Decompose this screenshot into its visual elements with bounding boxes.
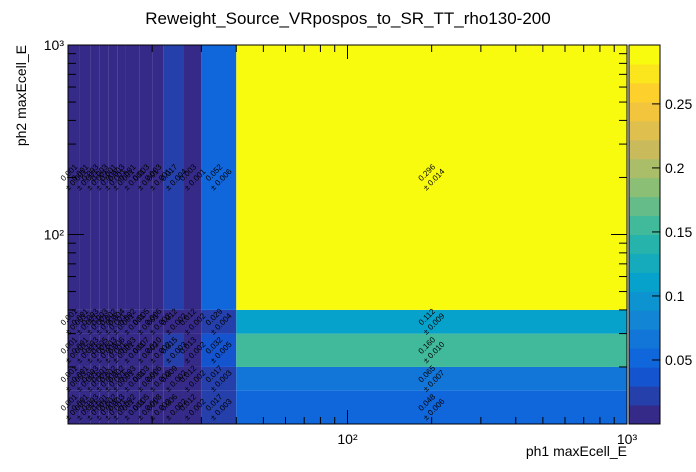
heatmap-cell <box>90 333 100 367</box>
heatmap-cell <box>163 309 184 334</box>
heatmap-cell <box>152 390 164 424</box>
axes: 10² 10³ 10² 10³ 0.05 0.1 0.15 0.2 0.25 <box>44 37 693 447</box>
heatmap-cell <box>183 366 202 391</box>
heatmap-cell <box>236 366 628 391</box>
heatmap-cell <box>90 309 100 334</box>
colorbar-frame <box>628 44 661 425</box>
x-axis-label: ph1 maxEcell_E <box>526 443 627 459</box>
heatmap-cell <box>139 309 153 334</box>
colorbar-level <box>629 234 660 254</box>
heatmap-cell <box>163 366 184 391</box>
heatmap-cell <box>163 390 184 424</box>
heatmap-cell <box>117 390 126 424</box>
x-tick-label: 10³ <box>617 431 638 447</box>
heatmap-cell <box>125 390 140 424</box>
heatmap-cell <box>139 390 153 424</box>
colorbar-level <box>629 45 660 65</box>
heatmap-cell <box>139 45 153 310</box>
heatmap-cell <box>163 45 184 310</box>
colorbar-level <box>629 348 660 368</box>
chart-title: Reweight_Source_VRpospos_to_SR_TT_rho130… <box>145 9 550 28</box>
heatmap-cells <box>68 45 628 424</box>
heatmap-cell <box>236 309 628 334</box>
heatmap-cell <box>90 45 100 310</box>
colorbar-level <box>629 177 660 198</box>
heatmap-cell <box>236 333 628 367</box>
heatmap-cell <box>152 366 164 391</box>
heatmap-cell <box>139 366 153 391</box>
heatmap-cell <box>125 333 140 367</box>
heatmap-cell <box>99 309 109 334</box>
heatmap-cell <box>79 390 91 424</box>
heatmap-cell <box>79 366 91 391</box>
colorbar-tick-label: 0.2 <box>665 160 685 176</box>
heatmap-cell <box>90 390 100 424</box>
heatmap-cell <box>183 333 202 367</box>
colorbar-level <box>629 139 660 160</box>
colorbar-level <box>629 310 660 330</box>
heatmap-cell <box>117 45 126 310</box>
heatmap-cell <box>201 390 237 424</box>
colorbar-level <box>629 329 660 349</box>
heatmap-cell <box>183 390 202 424</box>
colorbar-tick-label: 0.05 <box>665 352 692 368</box>
heatmap-cell <box>90 366 100 391</box>
heatmap-cell <box>163 333 184 367</box>
colorbar-level <box>629 82 660 103</box>
colorbar-level <box>629 215 660 235</box>
heatmap-cell <box>125 45 140 310</box>
heatmap-cell <box>68 333 80 367</box>
heatmap-cell <box>183 309 202 334</box>
heatmap-cell <box>117 309 126 334</box>
heatmap-cell <box>108 309 118 334</box>
heatmap-cell <box>108 45 118 310</box>
colorbar-tick-label: 0.25 <box>665 96 692 112</box>
colorbar-level <box>629 253 660 273</box>
colorbar-level <box>629 63 660 84</box>
heatmap-cell <box>68 309 80 334</box>
heatmap-cell <box>99 366 109 391</box>
heatmap-cell <box>152 333 164 367</box>
colorbar-level <box>629 101 660 122</box>
colorbar-level <box>629 291 660 311</box>
y-axis-label: ph2 maxEcell_E <box>13 45 29 146</box>
y-tick-label: 10² <box>44 227 65 243</box>
heatmap-cell <box>79 333 91 367</box>
heatmap-cell <box>117 333 126 367</box>
heatmap-cell <box>99 390 109 424</box>
colorbar-level <box>629 367 660 387</box>
x-tick-label: 10² <box>337 431 358 447</box>
colorbar-level <box>629 196 660 217</box>
heatmap-cell <box>99 45 109 310</box>
heatmap-cell <box>152 45 164 310</box>
heatmap-cell <box>117 366 126 391</box>
heatmap-cell <box>201 45 237 310</box>
y-tick-label: 10³ <box>44 37 65 53</box>
colorbar-level <box>629 405 660 425</box>
heatmap-cell <box>201 309 237 334</box>
heatmap-cell <box>108 366 118 391</box>
heatmap-cell <box>152 309 164 334</box>
colorbar-level <box>629 120 660 141</box>
heatmap-cell <box>79 309 91 334</box>
heatmap-cell <box>201 366 237 391</box>
heatmap-cell <box>139 333 153 367</box>
heatmap-cell <box>108 333 118 367</box>
heatmap-cell <box>183 45 202 310</box>
heatmap-cell <box>68 390 80 424</box>
heatmap-cell <box>68 366 80 391</box>
heatmap-cell <box>125 366 140 391</box>
heatmap-cell <box>236 45 628 310</box>
colorbar-tick-label: 0.1 <box>665 288 685 304</box>
heatmap-cell <box>99 333 109 367</box>
colorbar-level <box>629 158 660 179</box>
heatmap-cell <box>108 390 118 424</box>
colorbar-level <box>629 386 660 406</box>
heatmap-cell <box>79 45 91 310</box>
heatmap-cell <box>125 309 140 334</box>
colorbar-tick-label: 0.15 <box>665 224 692 240</box>
heatmap-cell <box>201 333 237 367</box>
colorbar-level <box>629 272 660 292</box>
